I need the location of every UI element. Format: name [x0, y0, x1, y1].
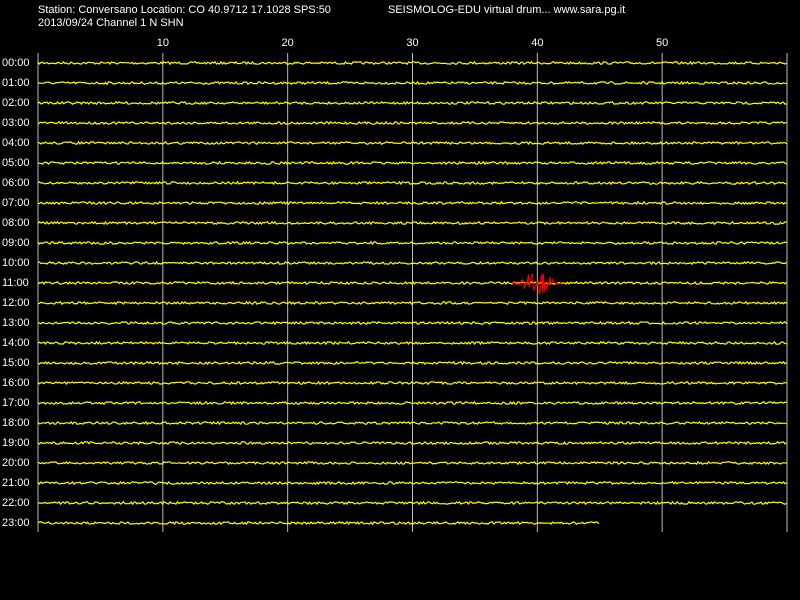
row-label: 17:00 [2, 397, 30, 409]
row-label: 15:00 [2, 357, 30, 369]
trace [37, 320, 787, 326]
trace [37, 340, 787, 346]
row-label: 05:00 [2, 157, 30, 169]
trace [37, 520, 600, 526]
trace [37, 280, 787, 286]
trace [38, 300, 787, 306]
trace [37, 180, 787, 186]
row-label: 23:00 [2, 517, 30, 529]
trace [37, 140, 787, 146]
row-label: 02:00 [2, 97, 30, 109]
x-tick-label: 30 [406, 37, 418, 49]
trace [37, 500, 787, 506]
trace [37, 380, 787, 386]
trace [37, 120, 787, 125]
row-label: 09:00 [2, 237, 30, 249]
trace [37, 260, 787, 266]
trace [37, 80, 787, 86]
row-label: 18:00 [2, 417, 30, 429]
trace [37, 460, 787, 466]
date-channel: 2013/09/24 Channel 1 N SHN [38, 17, 184, 29]
trace [37, 200, 787, 206]
row-label: 21:00 [2, 477, 30, 489]
trace [37, 160, 787, 166]
trace [37, 360, 787, 366]
x-tick-label: 50 [656, 37, 668, 49]
row-label: 20:00 [2, 457, 30, 469]
row-label: 12:00 [2, 297, 30, 309]
row-label: 03:00 [2, 117, 30, 129]
trace [37, 100, 787, 106]
row-label: 07:00 [2, 197, 30, 209]
row-label: 08:00 [2, 217, 30, 229]
trace [37, 400, 787, 406]
row-label: 00:00 [2, 57, 30, 69]
row-label: 14:00 [2, 337, 30, 349]
trace [37, 440, 787, 446]
trace [37, 240, 787, 246]
row-label: 19:00 [2, 437, 30, 449]
row-label: 06:00 [2, 177, 30, 189]
x-tick-label: 40 [531, 37, 543, 49]
trace [37, 420, 787, 426]
row-label: 04:00 [2, 137, 30, 149]
x-tick-label: 10 [157, 37, 169, 49]
trace [37, 60, 787, 66]
row-label: 13:00 [2, 317, 30, 329]
event-trace [511, 273, 563, 295]
x-tick-label: 20 [282, 37, 294, 49]
row-label: 01:00 [2, 77, 30, 89]
source-label: SEISMOLOG-EDU virtual drum... www.sara.p… [388, 4, 625, 16]
row-label: 10:00 [2, 257, 30, 269]
row-label: 16:00 [2, 377, 30, 389]
row-label: 22:00 [2, 497, 30, 509]
trace [37, 220, 787, 226]
row-label: 11:00 [2, 277, 29, 289]
station-title: Station: Conversano Location: CO 40.9712… [38, 4, 331, 16]
trace [37, 480, 787, 486]
